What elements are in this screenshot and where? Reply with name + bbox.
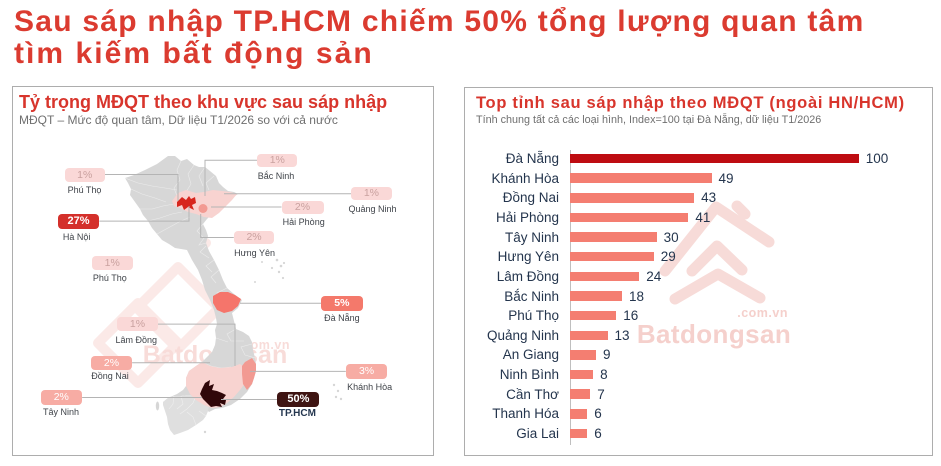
svg-text:.com.vn: .com.vn: [737, 306, 788, 320]
svg-text:Batdongsan: Batdongsan: [637, 319, 791, 349]
